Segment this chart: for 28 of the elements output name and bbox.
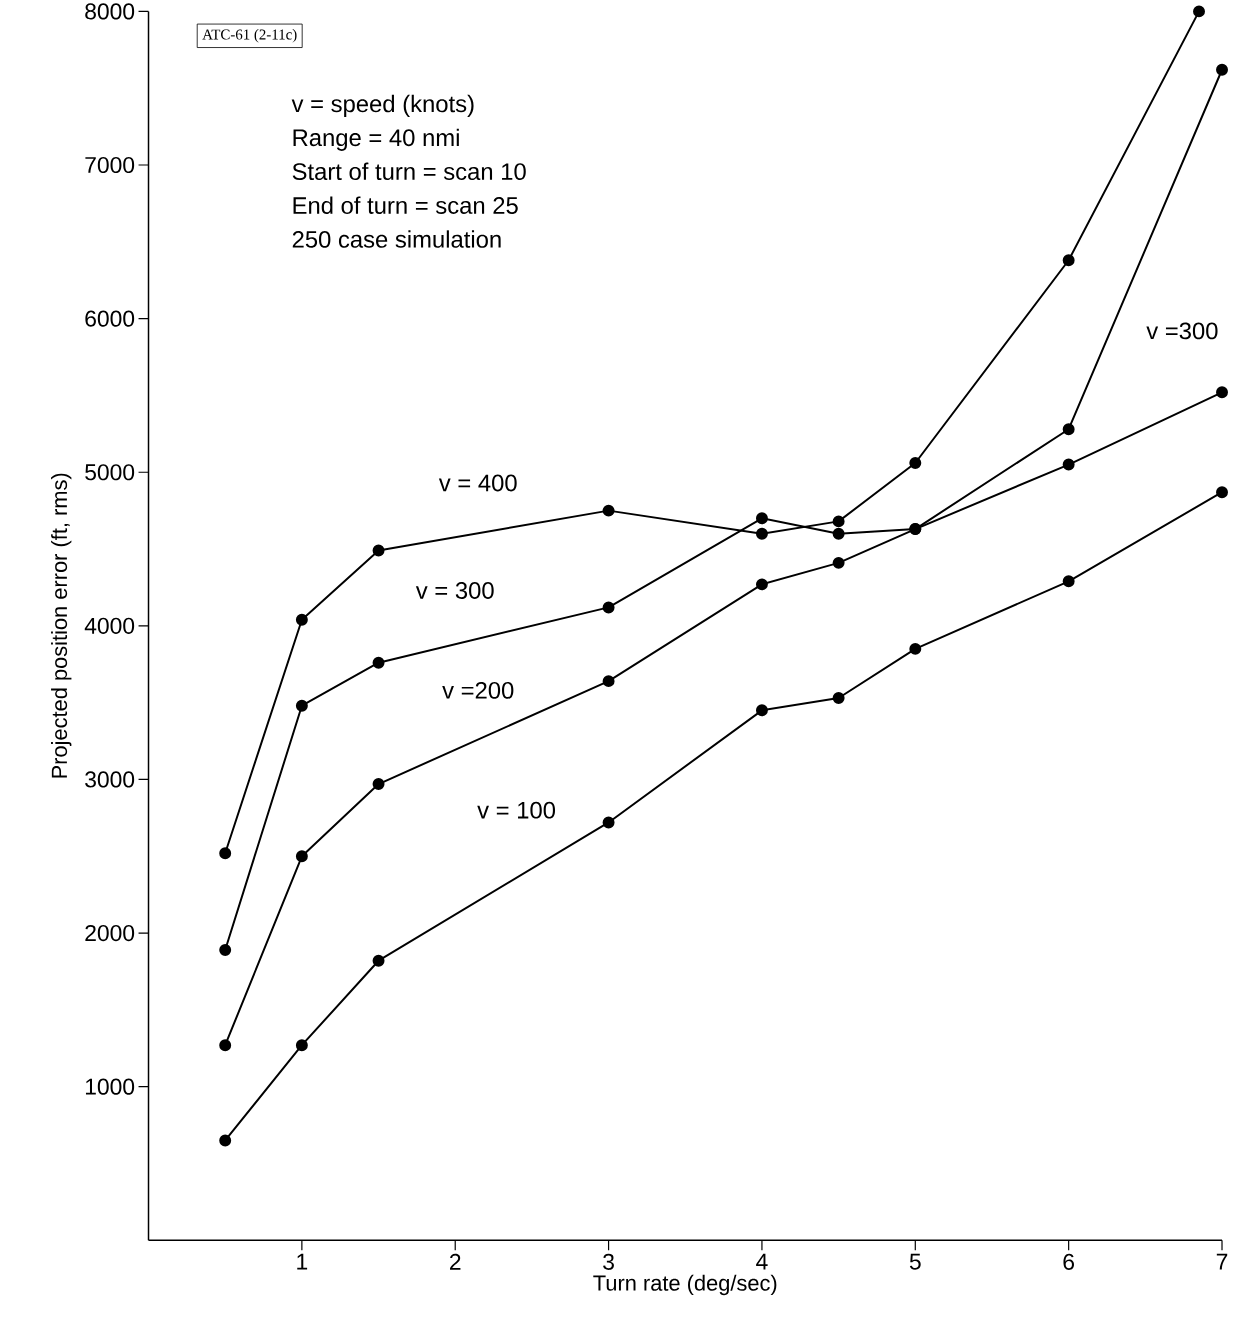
annotation: Range = 40 nmi xyxy=(293,128,459,151)
annotation: 250 case simulation xyxy=(292,230,501,248)
annotation: ATC-61 (2-11c) xyxy=(202,29,297,43)
x-tick-label: 4 xyxy=(756,1253,768,1270)
annotation: End of turn = scan 25 xyxy=(293,196,518,214)
annotation: v =300 xyxy=(1146,322,1218,340)
y-tick-label: 1000 xyxy=(85,1078,135,1095)
annotation: Start of turn = scan 10 xyxy=(292,162,526,181)
x-tick-label: 3 xyxy=(603,1253,614,1270)
x-axis-title: Turn rate (deg/sec) xyxy=(593,1274,777,1296)
y-tick-label: 4000 xyxy=(84,617,135,634)
y-tick-label: 6000 xyxy=(85,310,135,327)
x-tick-label: 1 xyxy=(297,1253,308,1270)
series-label: v = 300 xyxy=(415,582,494,599)
x-tick-label: 6 xyxy=(1063,1253,1075,1270)
series-label: v = 100 xyxy=(477,801,556,819)
y-tick-label: 7000 xyxy=(85,156,135,174)
y-tick-label: 2000 xyxy=(85,924,135,942)
y-tick-label: 8000 xyxy=(85,3,135,20)
y-tick-label: 5000 xyxy=(85,464,135,481)
y-axis-title: Projected position error (ft, rms) xyxy=(51,473,72,778)
x-tick-label: 5 xyxy=(909,1253,921,1270)
series-label: v = 400 xyxy=(438,474,517,492)
series-label: v =200 xyxy=(442,681,514,699)
annotation: v = speed (knots) xyxy=(291,94,474,117)
x-tick-label: 2 xyxy=(450,1253,461,1270)
y-tick-label: 3000 xyxy=(85,771,135,788)
x-tick-label: 7 xyxy=(1216,1253,1228,1270)
